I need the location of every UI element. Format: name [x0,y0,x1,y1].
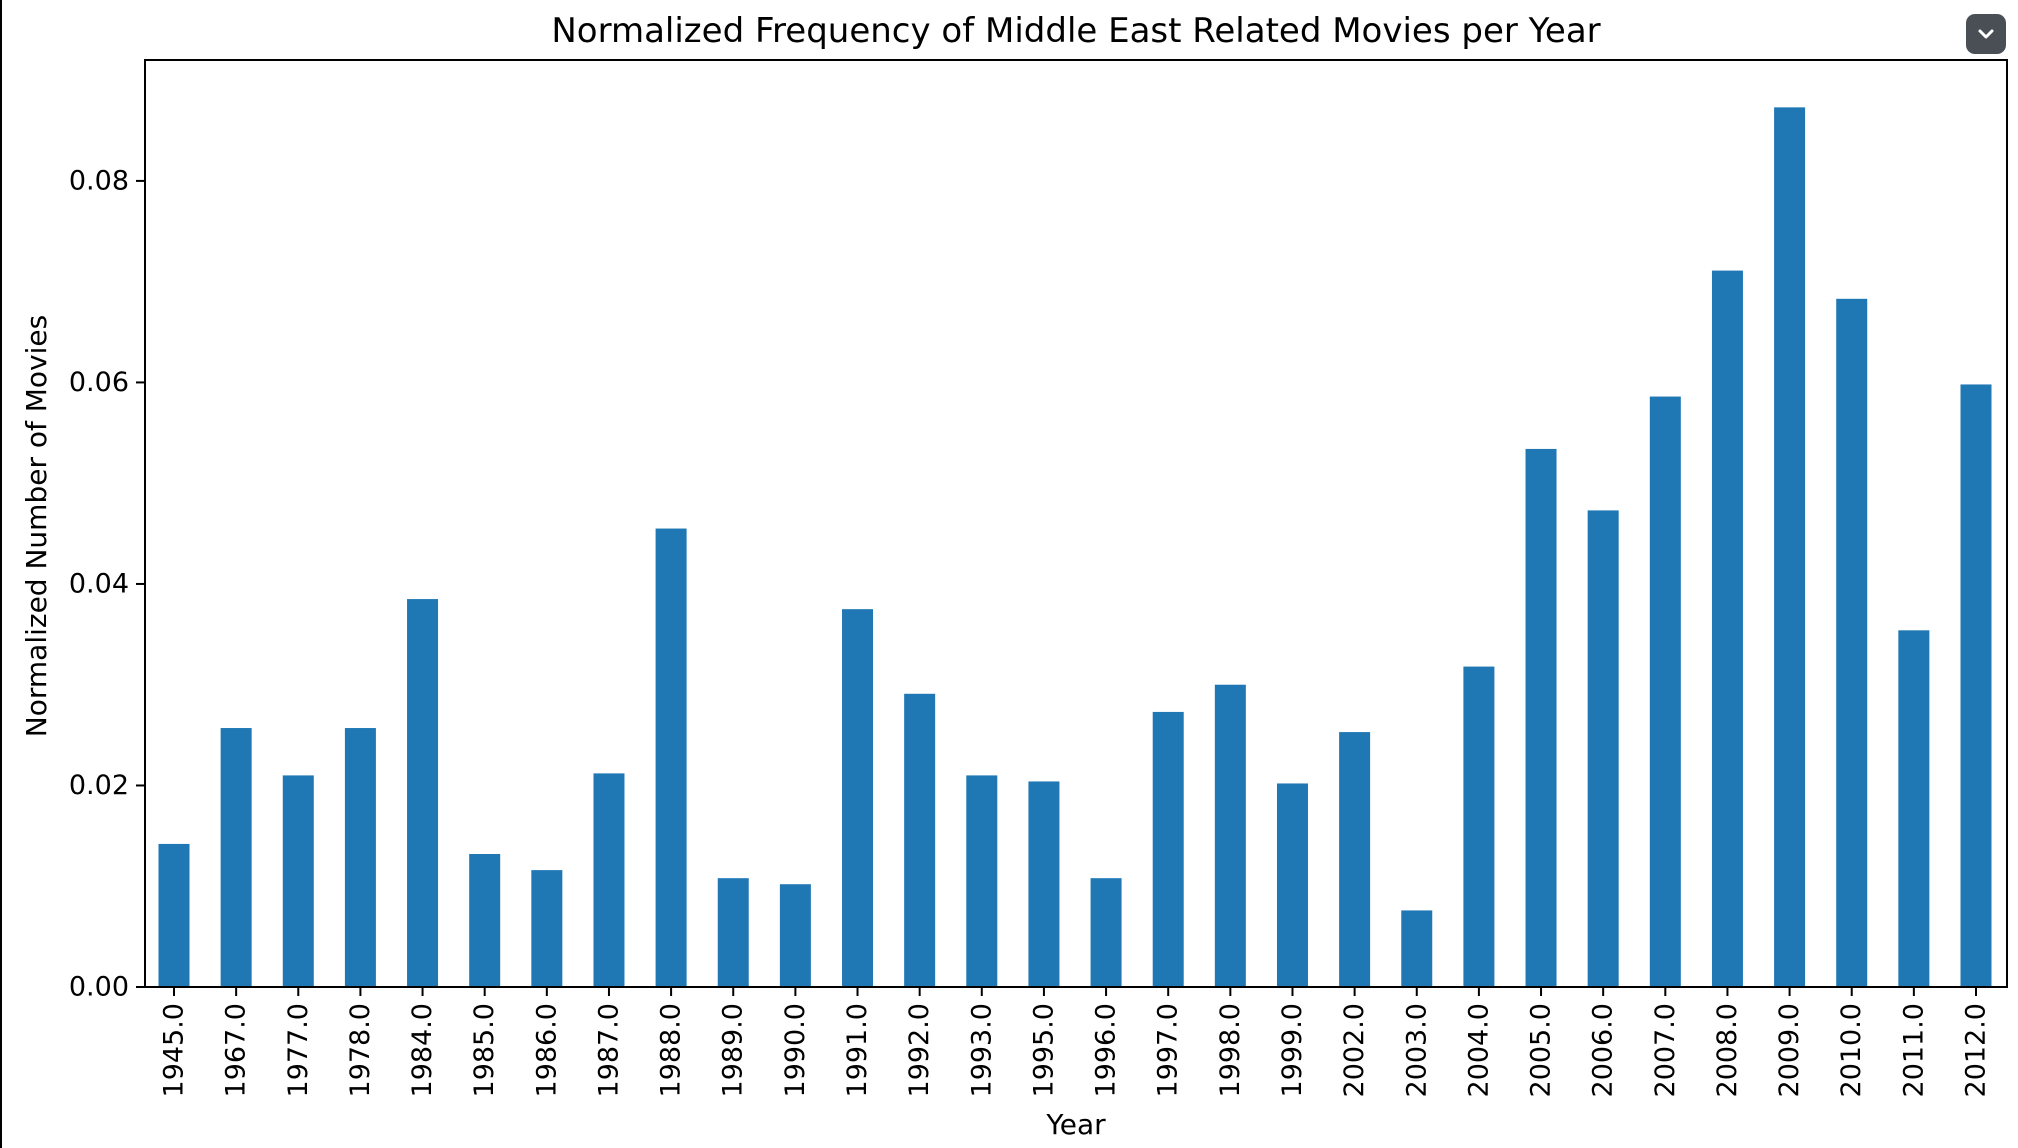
x-tick-label: 1988.0 [656,1003,687,1097]
bar-2012.0 [1960,384,1992,987]
bar-1995.0 [1028,781,1060,987]
bar-2003.0 [1401,910,1433,987]
x-tick-label: 1987.0 [593,1003,624,1097]
bar-2008.0 [1711,270,1743,988]
x-tick-label: 2006.0 [1588,1003,1619,1097]
bar-1999.0 [1276,783,1308,987]
bar-1998.0 [1214,684,1246,987]
chart-menu-button[interactable] [1966,14,2006,54]
x-tick-label: 1998.0 [1215,1003,1246,1097]
bar-1967.0 [220,728,252,987]
chart-title: Normalized Frequency of Middle East Rela… [551,11,1600,51]
bar-1977.0 [282,775,314,987]
x-tick-label: 1993.0 [966,1003,997,1097]
x-tick-label: 1984.0 [407,1003,438,1097]
y-tick-label: 0.04 [69,568,129,599]
plot-area-border [144,59,2008,988]
x-tick-label: 2008.0 [1712,1003,1743,1097]
bar-1988.0 [655,528,687,987]
y-tick-label: 0.08 [69,165,129,196]
bar-1991.0 [842,609,874,987]
x-tick-label: 2009.0 [1774,1003,1805,1097]
bar-1984.0 [407,599,439,987]
x-tick-label: 1945.0 [159,1003,190,1097]
bar-2011.0 [1898,630,1930,987]
y-axis-ticks: 0.00 0.02 0.04 0.06 0.08 [69,165,145,1003]
x-tick-label: 2002.0 [1339,1003,1370,1097]
y-tick-label: 0.02 [69,770,129,801]
x-tick-label: 1978.0 [345,1003,376,1097]
y-tick-label: 0.00 [69,972,129,1003]
x-tick-label: 1991.0 [842,1003,873,1097]
y-axis-label: Normalized Number of Movies [20,315,53,737]
x-tick-label: 1986.0 [531,1003,562,1097]
x-tick-label: 2012.0 [1961,1003,1992,1097]
bar-2004.0 [1463,666,1495,987]
x-axis-ticks: 1945.0 1967.0 1977.0 1978.0 1984.0 1985.0 1986… [159,987,1992,1097]
bar-2009.0 [1774,107,1806,988]
x-tick-label: 1977.0 [283,1003,314,1097]
bar-2002.0 [1339,732,1371,987]
x-tick-label: 2007.0 [1650,1003,1681,1097]
chevron-down-icon [1978,29,1994,39]
bars-group [158,107,1992,988]
y-tick-label: 0.06 [69,367,129,398]
x-tick-label: 1967.0 [221,1003,252,1097]
x-tick-label: 2004.0 [1463,1003,1494,1097]
bar-1997.0 [1152,711,1184,987]
x-tick-label: 1999.0 [1277,1003,1308,1097]
bar-1996.0 [1090,878,1122,987]
x-axis-label: Year [1045,1108,1106,1141]
x-tick-label: 2003.0 [1401,1003,1432,1097]
x-tick-label: 1989.0 [718,1003,749,1097]
bar-1992.0 [904,693,936,987]
x-tick-label: 2010.0 [1836,1003,1867,1097]
x-tick-label: 2011.0 [1898,1003,1929,1097]
x-tick-label: 1997.0 [1153,1003,1184,1097]
x-tick-label: 2005.0 [1526,1003,1557,1097]
bar-1989.0 [717,878,749,987]
x-tick-label: 1990.0 [780,1003,811,1097]
bar-1993.0 [966,775,998,987]
bar-1987.0 [593,773,625,987]
bar-1985.0 [469,854,501,987]
x-tick-label: 1992.0 [904,1003,935,1097]
bar-1986.0 [531,870,563,987]
x-tick-label: 1995.0 [1028,1003,1059,1097]
bar-2010.0 [1836,298,1868,987]
bar-2007.0 [1649,396,1681,987]
x-tick-label: 1996.0 [1091,1003,1122,1097]
bar-1978.0 [344,728,376,987]
bar-1945.0 [158,843,190,987]
bar-2006.0 [1587,510,1619,987]
bar-1990.0 [779,884,811,987]
bar-2005.0 [1525,448,1557,987]
x-tick-label: 1985.0 [469,1003,500,1097]
